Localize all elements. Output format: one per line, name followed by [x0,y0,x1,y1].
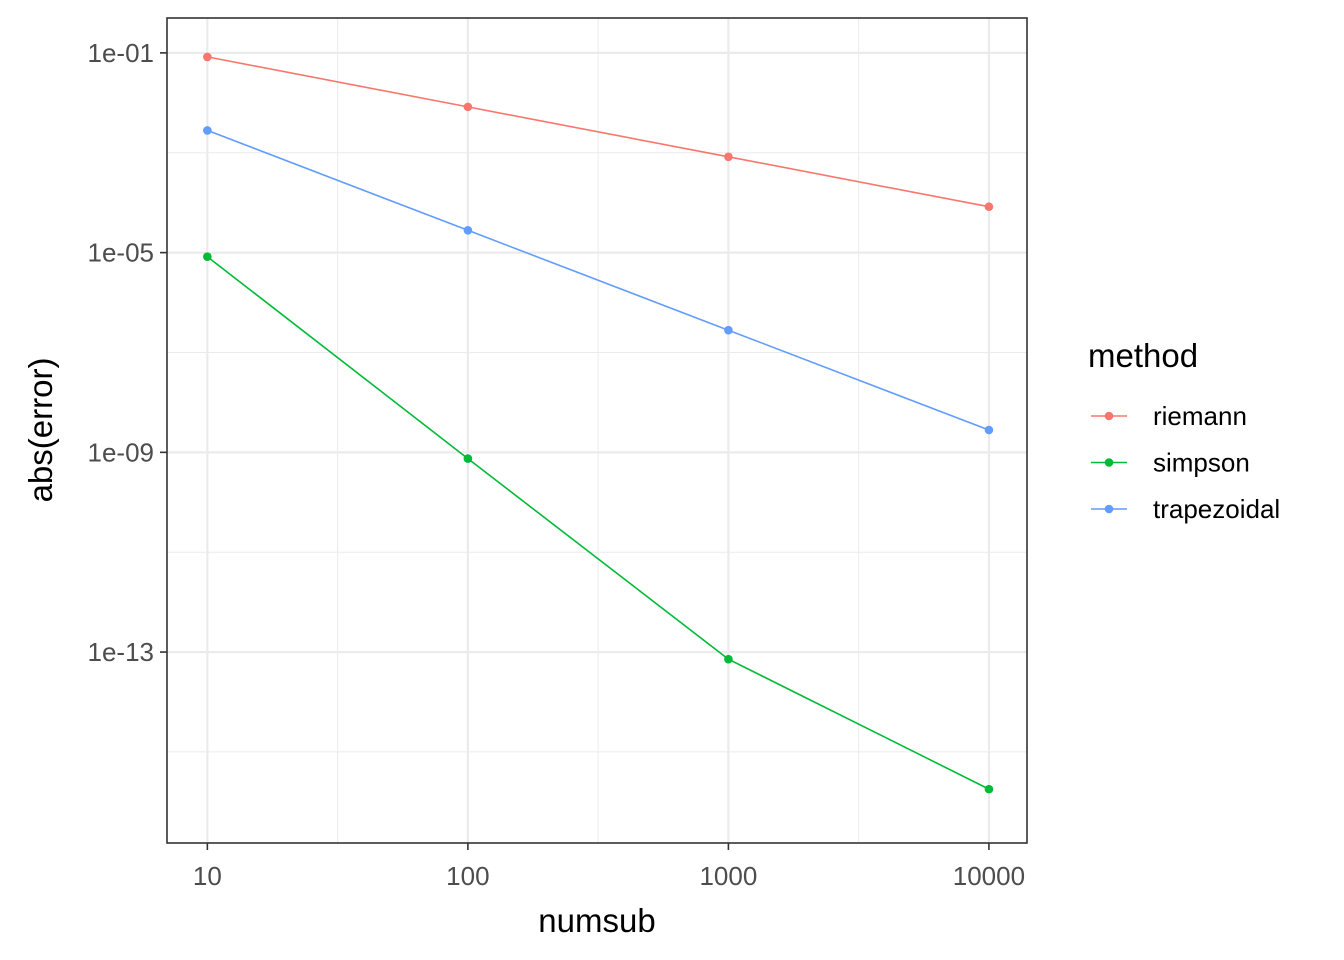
y-tick-label: 1e-13 [88,637,155,667]
data-point-riemann [724,152,733,162]
legend-label-riemann: riemann [1153,401,1247,431]
x-tick-label: 10000 [953,861,1025,891]
legend-key-point-simpson [1104,458,1114,467]
data-point-trapezoidal [984,425,994,435]
data-point-riemann [203,52,212,62]
x-axis: 10 100 1000 10000 [193,843,1025,891]
y-tick-label: 1e-01 [88,38,155,68]
data-point-trapezoidal [724,325,733,335]
y-tick-label: 1e-09 [88,437,155,467]
data-point-simpson [984,784,994,794]
legend: method riemann simpson trapezoidal [1088,337,1280,524]
legend-key-point-riemann [1104,411,1114,421]
series-line-riemann [207,56,990,208]
series-layer [203,52,994,794]
data-point-trapezoidal [463,225,473,235]
x-tick-label: 1000 [699,861,757,891]
x-axis-title: numsub [538,902,655,939]
major-gridlines [167,18,1027,843]
y-tick-label: 1e-05 [88,238,155,268]
legend-title: method [1088,337,1198,374]
y-axis-title: abs(error) [22,358,59,503]
series-line-simpson [206,256,990,790]
legend-key-point-trapezoidal [1104,504,1114,514]
legend-label-simpson: simpson [1153,448,1250,478]
data-point-trapezoidal [203,126,212,135]
data-point-simpson [463,454,473,463]
minor-gridlines [167,18,1027,843]
data-point-riemann [984,202,994,212]
data-point-simpson [724,654,733,664]
plot-background [167,18,1027,843]
y-axis: 1e-01 1e-05 1e-09 1e-13 [88,38,167,667]
x-tick-label: 10 [193,861,222,891]
data-point-simpson [203,252,212,261]
plot-panel-border [166,17,1028,844]
data-point-riemann [463,102,473,112]
series-line-trapezoidal [207,129,990,431]
legend-label-trapezoidal: trapezoidal [1153,494,1280,524]
x-tick-label: 100 [446,861,489,891]
